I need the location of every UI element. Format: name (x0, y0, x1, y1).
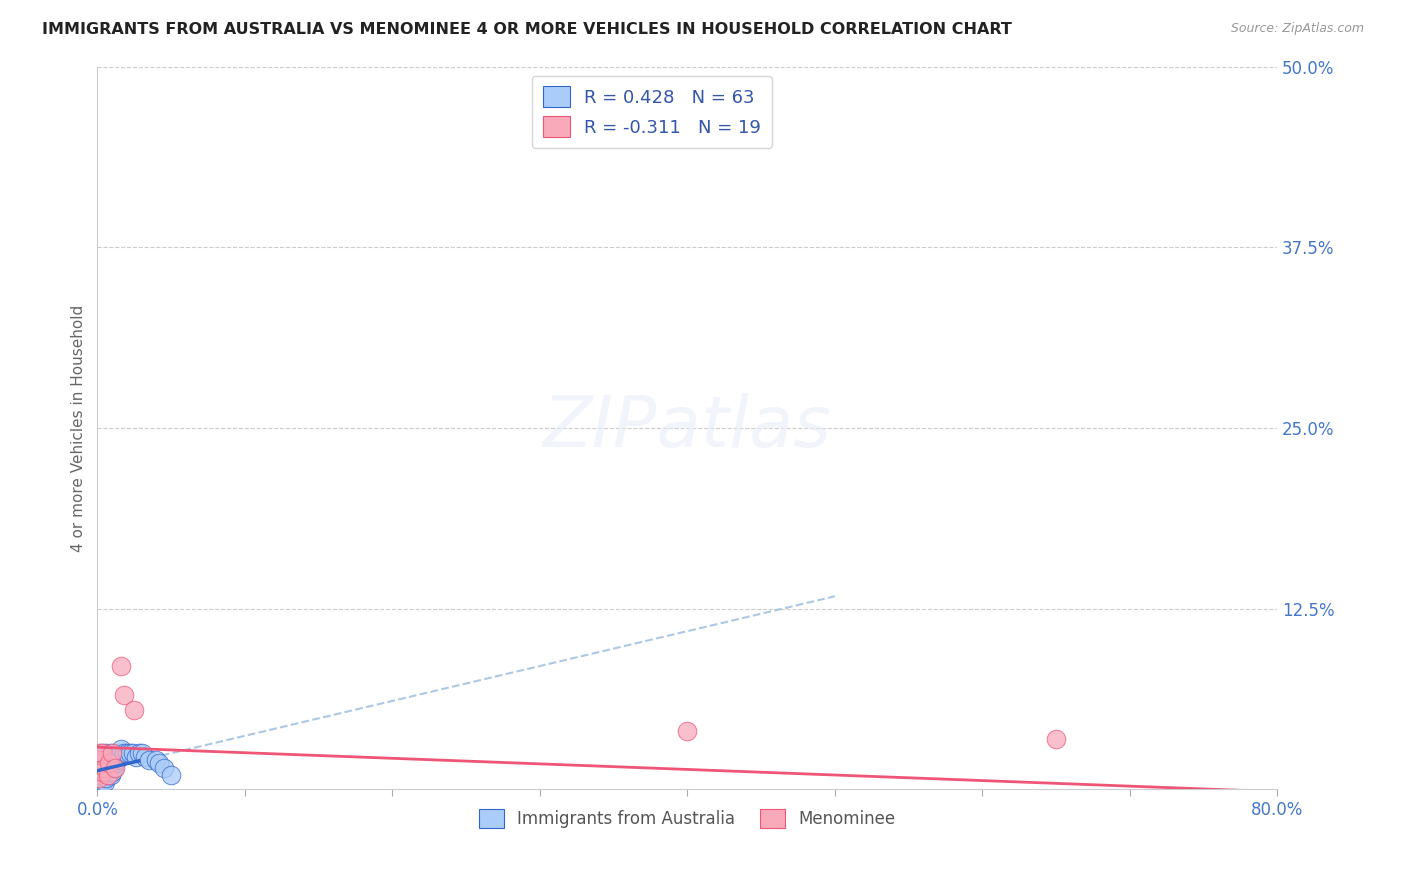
Text: ZIPatlas: ZIPatlas (543, 393, 832, 462)
Legend: Immigrants from Australia, Menominee: Immigrants from Australia, Menominee (472, 803, 903, 835)
Point (98, 756, 121, 771)
Y-axis label: 4 or more Vehicles in Household: 4 or more Vehicles in Household (72, 304, 86, 551)
Point (87, 768, 110, 782)
Point (87, 775, 110, 789)
Point (134, 750, 156, 764)
Point (87, 773, 110, 788)
Point (90, 753, 112, 767)
Point (87, 753, 110, 767)
Point (101, 750, 124, 764)
Point (121, 746, 143, 760)
Point (91, 775, 114, 789)
Point (97, 768, 120, 782)
Point (87, 746, 110, 760)
Point (87, 768, 110, 782)
Text: IMMIGRANTS FROM AUSTRALIA VS MENOMINEE 4 OR MORE VEHICLES IN HOUSEHOLD CORRELATI: IMMIGRANTS FROM AUSTRALIA VS MENOMINEE 4… (42, 22, 1012, 37)
Point (91, 756, 114, 771)
Point (122, 703, 145, 717)
Point (104, 760, 127, 774)
Point (89, 760, 111, 774)
Point (87, 760, 110, 774)
Point (96, 771, 118, 785)
Point (104, 756, 127, 771)
Point (131, 746, 153, 760)
Point (87, 771, 110, 785)
Point (101, 764, 124, 779)
Point (87, 768, 110, 782)
Point (96, 746, 118, 760)
Point (89, 760, 111, 774)
Point (89, 768, 111, 782)
Point (89, 756, 111, 771)
Point (110, 659, 132, 673)
Point (91, 764, 114, 779)
Point (90, 775, 112, 789)
Point (110, 741, 132, 756)
Point (118, 746, 141, 760)
Point (93, 764, 115, 779)
Point (90, 746, 112, 760)
Point (100, 746, 122, 760)
Point (97, 753, 120, 767)
Point (98, 764, 121, 779)
Point (90, 753, 112, 767)
Point (87, 771, 110, 785)
Point (98, 750, 121, 764)
Point (152, 760, 174, 774)
Point (128, 746, 150, 760)
Point (676, 724, 699, 739)
Point (96, 760, 118, 774)
Point (108, 746, 131, 760)
Point (100, 768, 122, 782)
Point (90, 768, 112, 782)
Point (93, 760, 115, 774)
Point (101, 746, 124, 760)
Point (145, 753, 167, 767)
Point (97, 768, 120, 782)
Point (87, 764, 110, 779)
Point (125, 750, 148, 764)
Point (89, 764, 111, 779)
Text: Source: ZipAtlas.com: Source: ZipAtlas.com (1230, 22, 1364, 36)
Point (93, 775, 115, 789)
Point (115, 746, 138, 760)
Point (91, 764, 114, 779)
Point (90, 773, 112, 788)
Point (90, 768, 112, 782)
Point (90, 760, 112, 774)
Point (90, 746, 112, 760)
Point (89, 756, 111, 771)
Point (93, 760, 115, 774)
Point (87, 775, 110, 789)
Point (89, 775, 111, 789)
Point (103, 760, 125, 774)
Point (138, 753, 160, 767)
Point (160, 768, 183, 782)
Point (89, 771, 111, 785)
Point (1045, 731, 1067, 746)
Point (89, 773, 111, 788)
Point (91, 771, 114, 785)
Point (105, 753, 128, 767)
Point (87, 764, 110, 779)
Point (93, 753, 115, 767)
Point (107, 750, 129, 764)
Point (87, 771, 110, 785)
Point (91, 750, 114, 764)
Point (148, 756, 170, 771)
Point (112, 746, 135, 760)
Point (112, 688, 135, 702)
